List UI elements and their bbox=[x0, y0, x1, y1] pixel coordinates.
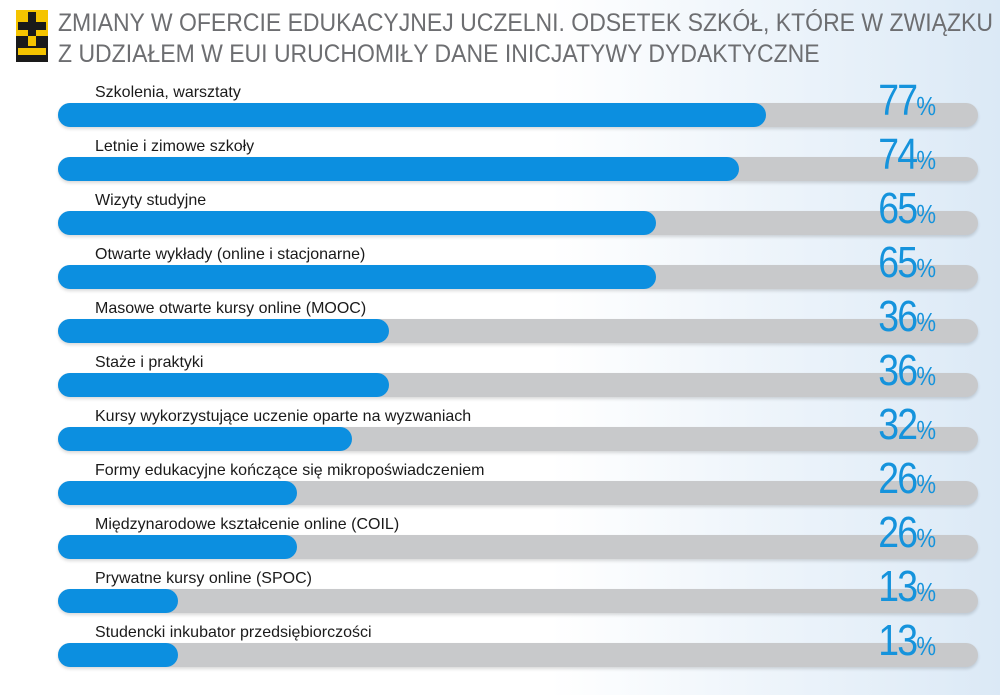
bar-track bbox=[58, 427, 978, 451]
bar-value-unit: % bbox=[916, 253, 936, 283]
bar-fill bbox=[58, 211, 656, 235]
bar-track bbox=[58, 319, 978, 343]
bar-label: Staże i praktyki bbox=[95, 354, 204, 371]
bar-value-number: 32 bbox=[878, 400, 918, 449]
bar-row: Prywatne kursy online (SPOC) 13% bbox=[0, 562, 1000, 618]
bar-value-unit: % bbox=[916, 361, 936, 391]
bar-label: Prywatne kursy online (SPOC) bbox=[95, 570, 312, 587]
bar-track bbox=[58, 265, 978, 289]
bar-label: Kursy wykorzystujące uczenie oparte na w… bbox=[95, 408, 472, 425]
bar-fill bbox=[58, 481, 297, 505]
bar-value-unit: % bbox=[916, 145, 936, 175]
bar-label: Formy edukacyjne kończące się mikropoświ… bbox=[95, 462, 485, 479]
bar-value-label: 32% bbox=[878, 400, 936, 450]
bar-row: Międzynarodowe kształcenie online (COIL)… bbox=[0, 508, 1000, 564]
chart-title-line-2: z udziałem w EUI uruchomiły dane inicjat… bbox=[58, 40, 820, 68]
bar-row: Masowe otwarte kursy online (MOOC) 36% bbox=[0, 292, 1000, 348]
bar-track bbox=[58, 643, 978, 667]
bar-value-label: 74% bbox=[878, 130, 936, 180]
bar-row: Formy edukacyjne kończące się mikropoświ… bbox=[0, 454, 1000, 510]
bar-row: Kursy wykorzystujące uczenie oparte na w… bbox=[0, 400, 1000, 456]
bar-value-unit: % bbox=[916, 307, 936, 337]
bar-value-unit: % bbox=[916, 199, 936, 229]
bar-value-number: 13 bbox=[878, 616, 918, 665]
bar-value-unit: % bbox=[916, 577, 936, 607]
bar-value-number: 77 bbox=[878, 76, 918, 125]
bar-value-number: 36 bbox=[878, 346, 918, 395]
bar-value-unit: % bbox=[916, 91, 936, 121]
bar-value-label: 77% bbox=[878, 76, 936, 126]
bar-value-number: 65 bbox=[878, 184, 918, 233]
bar-value-number: 36 bbox=[878, 292, 918, 341]
bar-value-number: 26 bbox=[878, 454, 918, 503]
bar-fill bbox=[58, 589, 178, 613]
bar-value-label: 36% bbox=[878, 346, 936, 396]
bar-label: Międzynarodowe kształcenie online (COIL) bbox=[95, 516, 400, 533]
bar-value-label: 65% bbox=[878, 238, 936, 288]
chart-title: Zmiany w ofercie edukacyjnej uczelni. Od… bbox=[58, 8, 993, 70]
bar-value-label: 13% bbox=[878, 562, 936, 612]
logo-icon bbox=[16, 10, 48, 62]
bar-fill bbox=[58, 319, 389, 343]
bar-value-unit: % bbox=[916, 415, 936, 445]
bar-value-number: 13 bbox=[878, 562, 918, 611]
bar-track bbox=[58, 103, 978, 127]
bar-fill bbox=[58, 103, 766, 127]
bar-label: Szkolenia, warsztaty bbox=[95, 84, 241, 101]
bar-value-label: 13% bbox=[878, 616, 936, 666]
bar-label: Studencki inkubator przedsiębiorczości bbox=[95, 624, 372, 641]
bar-row: Otwarte wykłady (online i stacjonarne) 65… bbox=[0, 238, 1000, 294]
bar-fill bbox=[58, 265, 656, 289]
bar-fill bbox=[58, 157, 739, 181]
bar-value-number: 74 bbox=[878, 130, 918, 179]
bar-label: Wizyty studyjne bbox=[95, 192, 207, 209]
bar-value-label: 65% bbox=[878, 184, 936, 234]
bar-track bbox=[58, 157, 978, 181]
bar-label: Otwarte wykłady (online i stacjonarne) bbox=[95, 246, 366, 263]
bar-track bbox=[58, 373, 978, 397]
chart-title-line-1: Zmiany w ofercie edukacyjnej uczelni. Od… bbox=[58, 9, 994, 37]
bar-value-label: 36% bbox=[878, 292, 936, 342]
bar-value-unit: % bbox=[916, 523, 936, 553]
bar-value-unit: % bbox=[916, 469, 936, 499]
bar-row: Staże i praktyki 36% bbox=[0, 346, 1000, 402]
bar-track bbox=[58, 481, 978, 505]
bar-value-label: 26% bbox=[878, 508, 936, 558]
bar-value-label: 26% bbox=[878, 454, 936, 504]
bar-fill bbox=[58, 373, 389, 397]
bar-row: Wizyty studyjne 65% bbox=[0, 184, 1000, 240]
bar-fill bbox=[58, 427, 352, 451]
bar-fill bbox=[58, 535, 297, 559]
bar-fill bbox=[58, 643, 178, 667]
bar-track bbox=[58, 589, 978, 613]
bar-row: Letnie i zimowe szkoły 74% bbox=[0, 130, 1000, 186]
bar-row: Studencki inkubator przedsiębiorczości 13… bbox=[0, 616, 1000, 672]
bar-track bbox=[58, 535, 978, 559]
bar-track bbox=[58, 211, 978, 235]
bar-row: Szkolenia, warsztaty 77% bbox=[0, 76, 1000, 132]
bar-label: Letnie i zimowe szkoły bbox=[95, 138, 255, 155]
bar-value-unit: % bbox=[916, 631, 936, 661]
bar-label: Masowe otwarte kursy online (MOOC) bbox=[95, 300, 367, 317]
bar-value-number: 26 bbox=[878, 508, 918, 557]
bar-value-number: 65 bbox=[878, 238, 918, 287]
